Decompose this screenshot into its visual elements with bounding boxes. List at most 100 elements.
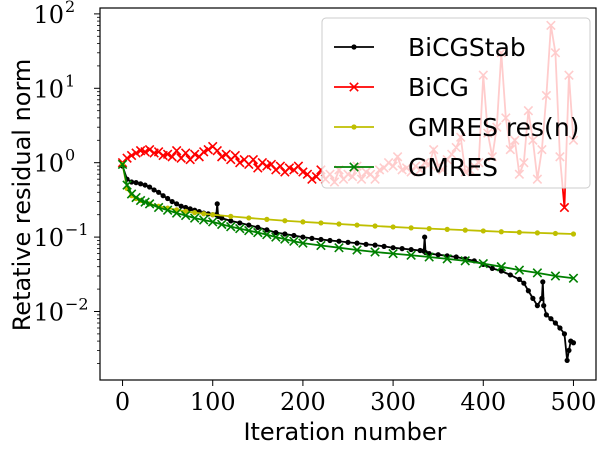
data-point: [246, 215, 252, 221]
data-point: [144, 199, 155, 209]
data-point: [453, 254, 459, 260]
data-point: [372, 223, 378, 229]
data-point: [244, 225, 254, 236]
data-point: [390, 224, 396, 230]
data-point: [169, 198, 175, 205]
data-point: [212, 145, 223, 156]
x-tick-label: 500: [551, 388, 597, 416]
data-point: [162, 205, 173, 215]
axes-frame: [99, 7, 597, 381]
data-point: [201, 211, 207, 217]
y-tick-label: 10: [33, 298, 64, 326]
y-tick-exponent: 0: [65, 146, 75, 165]
data-point: [534, 303, 540, 309]
data-point: [388, 248, 398, 259]
data-point: [192, 210, 198, 216]
data-point: [255, 224, 261, 230]
data-point: [525, 288, 531, 294]
data-point: [171, 208, 182, 218]
data-point: [516, 229, 522, 235]
y-tick-exponent: 2: [65, 0, 75, 16]
data-point: [363, 241, 369, 247]
data-point: [550, 271, 561, 281]
data-point: [543, 312, 550, 318]
data-point: [225, 221, 236, 232]
data-point: [532, 268, 543, 278]
data-point: [237, 220, 243, 226]
data-point: [300, 219, 306, 225]
data-point: [216, 152, 227, 162]
data-point: [219, 215, 225, 221]
series-bicgstab: [119, 163, 577, 364]
data-point: [390, 245, 396, 251]
data-point: [180, 210, 191, 221]
y-tick-exponent: −2: [65, 294, 89, 313]
legend-entry: GMRES res(n): [334, 113, 579, 142]
data-point: [442, 254, 452, 264]
data-point: [444, 226, 450, 232]
data-point: [345, 239, 351, 245]
data-point: [235, 223, 245, 234]
legend-label: BiCG: [408, 73, 469, 102]
data-point: [381, 243, 387, 249]
data-point: [140, 147, 150, 157]
data-point: [253, 227, 263, 238]
data-point: [216, 219, 227, 230]
data-point: [156, 189, 162, 195]
data-point: [516, 276, 522, 282]
data-point: [117, 159, 128, 170]
data-point: [352, 245, 362, 255]
data-point: [460, 256, 471, 266]
data-point: [137, 181, 144, 187]
data-point: [298, 238, 308, 248]
data-point: [498, 268, 504, 274]
data-point: [282, 218, 288, 224]
y-tick-label: 10: [33, 1, 64, 29]
legend-label: BiCGStab: [408, 33, 526, 62]
data-point: [426, 226, 432, 232]
data-point: [171, 145, 182, 156]
data-point: [228, 218, 234, 224]
legend-entry: GMRES: [334, 153, 498, 182]
data-point: [561, 331, 568, 337]
series-gmres: [117, 159, 579, 283]
data-point: [246, 222, 252, 228]
y-tick-exponent: 1: [65, 71, 75, 90]
data-point: [570, 340, 577, 346]
data-point: [557, 325, 563, 331]
data-point: [552, 230, 559, 237]
data-point: [311, 171, 322, 182]
data-point: [298, 167, 308, 177]
data-point: [336, 238, 342, 244]
data-point: [187, 206, 193, 212]
data-point: [540, 279, 546, 285]
y-axis-label: Retative residual norm: [8, 59, 36, 332]
data-point: [248, 154, 259, 165]
data-point: [406, 250, 416, 261]
x-tick-label: 400: [460, 388, 506, 416]
data-point: [147, 184, 153, 190]
legend-entry: BiCG: [334, 73, 469, 102]
legend-marker: [351, 124, 357, 130]
data-point: [262, 229, 272, 240]
data-point: [264, 227, 270, 233]
data-point: [289, 236, 299, 246]
data-point: [133, 180, 139, 186]
legend-marker: [351, 44, 357, 50]
data-point: [534, 230, 540, 236]
data-point: [496, 261, 507, 272]
data-point: [183, 204, 189, 211]
data-point: [271, 232, 281, 242]
x-axis: 0 100 200 300 400 500: [115, 380, 596, 416]
data-point: [189, 213, 200, 223]
data-point: [327, 237, 333, 244]
data-point: [422, 234, 428, 240]
data-point: [559, 202, 570, 213]
data-point: [131, 192, 141, 203]
data-point: [408, 225, 414, 231]
data-point: [282, 231, 288, 237]
x-tick-label: 200: [280, 388, 326, 416]
data-point: [539, 295, 545, 301]
data-point: [370, 247, 380, 257]
